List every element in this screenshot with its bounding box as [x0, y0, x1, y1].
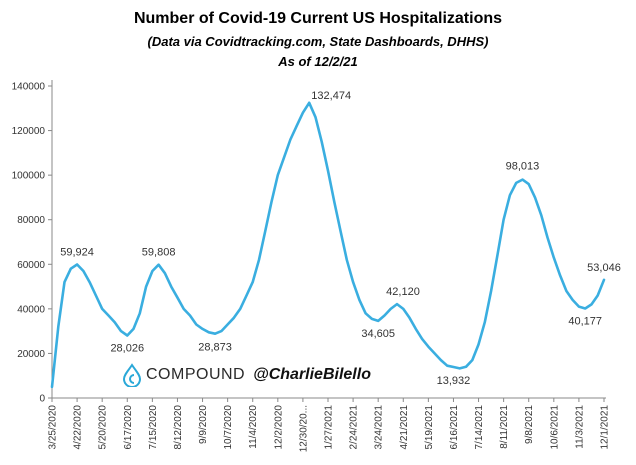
y-tick-label: 60000	[17, 260, 45, 271]
x-tick-label: 10/6/2021	[549, 405, 560, 450]
chart-axes	[51, 80, 606, 399]
data-annotations: 59,924 28,026 59,808 28,873 132,474 34,605 42,…	[60, 90, 621, 387]
x-tick-label: 3/24/2021	[374, 405, 385, 450]
chart-as-of-date: As of 12/2/21	[278, 54, 358, 69]
x-tick-label: 6/16/2021	[449, 405, 460, 450]
chart-subtitle: (Data via Covidtracking.com, State Dashb…	[147, 34, 489, 49]
y-tick-label: 140000	[12, 82, 46, 93]
brand-handle: @CharlieBilello	[253, 366, 371, 383]
x-tick-label: 6/17/2020	[123, 405, 134, 450]
data-label: 42,120	[386, 286, 420, 298]
y-tick-label: 0	[39, 394, 45, 405]
y-axis-ticks: 0 20000 40000 60000 80000 100000 120000 140000	[12, 82, 52, 405]
y-tick-label: 100000	[12, 171, 46, 182]
brand-watermark: COMPOUND @CharlieBilello	[120, 362, 371, 388]
x-tick-label: 11/3/2021	[574, 405, 585, 449]
x-tick-label: 7/14/2021	[474, 405, 485, 450]
y-tick-label: 80000	[17, 215, 45, 226]
x-tick-label: 12/30/20...	[298, 405, 309, 452]
x-tick-label: 9/8/2021	[524, 405, 535, 444]
x-tick-label: 12/2/2020	[273, 405, 284, 450]
x-tick-label: 11/4/2020	[248, 405, 259, 449]
data-label: 34,605	[361, 328, 395, 340]
data-label: 28,026	[110, 343, 144, 355]
y-tick-label: 40000	[17, 304, 45, 315]
x-tick-label: 8/12/2020	[173, 405, 184, 450]
x-tick-label: 10/7/2020	[223, 405, 234, 450]
data-label: 98,013	[506, 161, 540, 173]
x-tick-label: 9/9/2020	[198, 405, 209, 444]
y-tick-label: 120000	[12, 126, 46, 137]
x-tick-label: 4/22/2020	[73, 405, 84, 450]
x-tick-label: 5/20/2020	[98, 405, 109, 450]
x-tick-label: 3/25/2020	[48, 405, 59, 450]
x-tick-label: 7/15/2020	[148, 405, 159, 450]
compound-drop-logo-icon	[122, 363, 142, 387]
data-label: 28,873	[198, 342, 232, 354]
data-label: 59,924	[60, 246, 94, 258]
y-tick-label: 20000	[17, 349, 45, 360]
chart-title: Number of Covid-19 Current US Hospitaliz…	[133, 10, 503, 27]
data-label: 40,177	[568, 315, 602, 327]
x-axis-ticks: 3/25/2020 4/22/2020 5/20/2020 6/17/2020 7/15…	[48, 398, 611, 452]
x-tick-label: 8/11/2021	[499, 405, 510, 449]
brand-logo-text: COMPOUND	[146, 366, 246, 383]
x-tick-label: 4/21/2021	[399, 405, 410, 450]
data-label: 59,808	[142, 247, 176, 259]
data-label: 132,474	[311, 90, 351, 102]
data-label: 53,046	[587, 262, 621, 274]
series-lines	[50, 101, 606, 389]
data-label: 13,932	[437, 375, 471, 387]
x-tick-label: 1/27/2021	[324, 405, 335, 450]
x-tick-label: 5/19/2021	[424, 405, 435, 450]
x-tick-label: 12/1/2021	[600, 405, 611, 450]
x-tick-label: 2/24/2021	[349, 405, 360, 450]
